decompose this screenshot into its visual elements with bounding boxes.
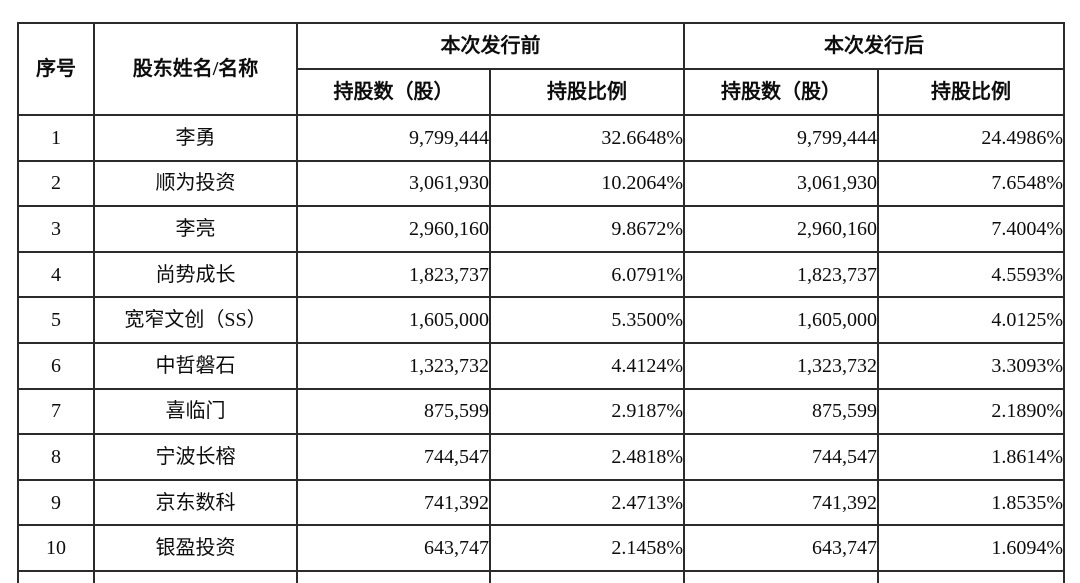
header-col-name: 股东姓名/名称 [93,22,298,116]
ratio-after: 7.6548% [877,159,1065,208]
ratio-after: 4.5593% [877,250,1065,299]
row-index: 1 [17,114,95,162]
table-row: 10 银盈投资 643,747 2.1458% 643,747 1.6094% [17,524,1065,572]
header-ratio-after: 持股比例 [877,68,1065,116]
shares-before: 741,392 [296,478,491,527]
ratio-after: 7.4004% [877,205,1065,253]
shares-before: 1,605,000 [296,296,491,344]
ratio-before: 5.3500% [489,296,685,344]
ratio-after: 2.1890% [877,387,1065,436]
shares-after: 1,823,737 [683,250,879,299]
ratio-before: 2.9187% [489,387,685,436]
table-row: 6 中哲磐石 1,323,732 4.4124% 1,323,732 3.309… [17,341,1065,390]
table-row: 4 尚势成长 1,823,737 6.0791% 1,823,737 4.559… [17,250,1065,299]
shareholder-table: 序号 股东姓名/名称 本次发行前 本次发行后 持股数（股） 持股比例 持股数（股… [17,22,1065,583]
ratio-after: 3.3093% [877,341,1065,390]
table-row: 1 李勇 9,799,444 32.6648% 9,799,444 24.498… [17,114,1065,162]
table-row: 5 宽窄文创（SS） 1,605,000 5.3500% 1,605,000 4… [17,296,1065,344]
clipped-cell [93,569,298,583]
clipped-cell [877,569,1065,583]
row-index: 6 [17,341,95,390]
shares-after: 1,605,000 [683,296,879,344]
ratio-before: 10.2064% [489,159,685,208]
shareholder-name: 尚势成长 [93,250,298,299]
ratio-before: 2.4713% [489,478,685,527]
clipped-cell [296,569,491,583]
shareholder-name: 喜临门 [93,387,298,436]
shares-before: 2,960,160 [296,205,491,253]
ratio-after: 24.4986% [877,114,1065,162]
shares-before: 875,599 [296,387,491,436]
row-index: 9 [17,478,95,527]
shares-after: 3,061,930 [683,159,879,208]
shareholder-name: 京东数科 [93,478,298,527]
ratio-before: 32.6648% [489,114,685,162]
table-row: 7 喜临门 875,599 2.9187% 875,599 2.1890% [17,387,1065,436]
shareholder-name: 银盈投资 [93,524,298,572]
ratio-before: 9.8672% [489,205,685,253]
shares-after: 1,323,732 [683,341,879,390]
header-group-after: 本次发行后 [683,22,1065,70]
table-row-clipped [17,569,1065,583]
table-row: 2 顺为投资 3,061,930 10.2064% 3,061,930 7.65… [17,159,1065,208]
header-col-index: 序号 [17,22,95,116]
shares-after: 9,799,444 [683,114,879,162]
shares-before: 3,061,930 [296,159,491,208]
shareholder-name: 李亮 [93,205,298,253]
ratio-after: 1.8535% [877,478,1065,527]
clipped-cell [683,569,879,583]
table-body: 1 李勇 9,799,444 32.6648% 9,799,444 24.498… [17,114,1065,572]
header-row-groups: 序号 股东姓名/名称 本次发行前 本次发行后 [17,22,1065,116]
shareholder-name: 宁波长榕 [93,433,298,481]
table-clipped-row [17,569,1065,583]
table-header: 序号 股东姓名/名称 本次发行前 本次发行后 持股数（股） 持股比例 持股数（股… [17,22,1065,116]
header-ratio-before: 持股比例 [489,68,685,116]
table-row: 3 李亮 2,960,160 9.8672% 2,960,160 7.4004% [17,205,1065,253]
shareholder-name: 顺为投资 [93,159,298,208]
row-index: 8 [17,433,95,481]
shares-after: 875,599 [683,387,879,436]
row-index: 10 [17,524,95,572]
ratio-before: 4.4124% [489,341,685,390]
shares-after: 741,392 [683,478,879,527]
ratio-before: 6.0791% [489,250,685,299]
clipped-cell [17,569,95,583]
shares-before: 744,547 [296,433,491,481]
table-row: 9 京东数科 741,392 2.4713% 741,392 1.8535% [17,478,1065,527]
shares-after: 2,960,160 [683,205,879,253]
shares-after: 643,747 [683,524,879,572]
shares-before: 643,747 [296,524,491,572]
header-shares-after: 持股数（股） [683,68,879,116]
shares-before: 1,323,732 [296,341,491,390]
shareholder-name: 李勇 [93,114,298,162]
header-row-subcolumns: 持股数（股） 持股比例 持股数（股） 持股比例 [18,68,1065,116]
ratio-after: 1.8614% [877,433,1065,481]
ratio-before: 2.4818% [489,433,685,481]
row-index: 5 [17,296,95,344]
ratio-after: 4.0125% [877,296,1065,344]
shareholder-name: 中哲磐石 [93,341,298,390]
row-index: 7 [17,387,95,436]
header-group-before: 本次发行前 [296,22,685,70]
row-index: 2 [17,159,95,208]
ratio-after: 1.6094% [877,524,1065,572]
shares-after: 744,547 [683,433,879,481]
shares-before: 9,799,444 [296,114,491,162]
header-shares-before: 持股数（股） [296,68,491,116]
row-index: 4 [17,250,95,299]
shares-before: 1,823,737 [296,250,491,299]
shareholder-name: 宽窄文创（SS） [93,296,298,344]
clipped-cell [489,569,685,583]
ratio-before: 2.1458% [489,524,685,572]
row-index: 3 [17,205,95,253]
table-row: 8 宁波长榕 744,547 2.4818% 744,547 1.8614% [17,433,1065,481]
